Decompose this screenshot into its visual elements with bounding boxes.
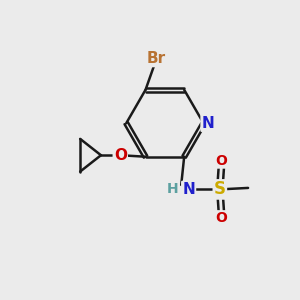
Text: Br: Br — [146, 51, 166, 66]
Text: O: O — [215, 211, 227, 225]
Text: S: S — [214, 180, 226, 198]
Text: N: N — [182, 182, 195, 197]
Text: O: O — [215, 154, 227, 168]
Text: N: N — [202, 116, 214, 131]
Text: H: H — [167, 182, 178, 197]
Text: O: O — [114, 148, 127, 163]
